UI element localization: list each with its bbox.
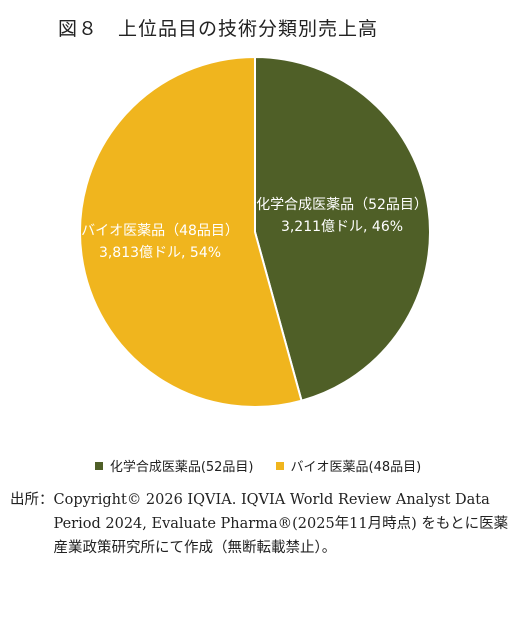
source-label: 出所： (10, 492, 54, 508)
pie-label-name-bio: バイオ医薬品（48品目） (81, 223, 239, 239)
source-note: 出所： Copyright© 2026 IQVIA. IQVIA World R… (10, 488, 510, 560)
legend-swatch-chemical (94, 461, 103, 470)
legend-label-bio: バイオ医薬品(48品目) (290, 460, 422, 475)
pie-label-value-chemical: 3,211億ドル, 46% (281, 219, 403, 235)
pie-chart: 化学合成医薬品（52品目） 3,211億ドル, 46% バイオ医薬品（48品目） 3,… (79, 55, 431, 408)
legend-label-chemical: 化学合成医薬品(52品目) (109, 460, 254, 475)
legend-item-chemical: 化学合成医薬品(52品目) (94, 456, 254, 475)
figure-title: 図８ 上位品目の技術分類別売上高 (58, 18, 379, 40)
legend-item-bio: バイオ医薬品(48品目) (275, 456, 422, 475)
pie-slice-chemical (254, 55, 431, 402)
pie-label-value-bio: 3,813億ドル, 54% (99, 245, 221, 261)
legend-swatch-bio (275, 461, 284, 470)
source-text: Copyright© 2026 IQVIA. IQVIA World Revie… (53, 492, 509, 556)
pie-label-name-chemical: 化学合成医薬品（52品目） (256, 197, 428, 213)
legend: 化学合成医薬品(52品目) バイオ医薬品(48品目) (0, 456, 516, 475)
pie-slice-bio (79, 55, 303, 408)
